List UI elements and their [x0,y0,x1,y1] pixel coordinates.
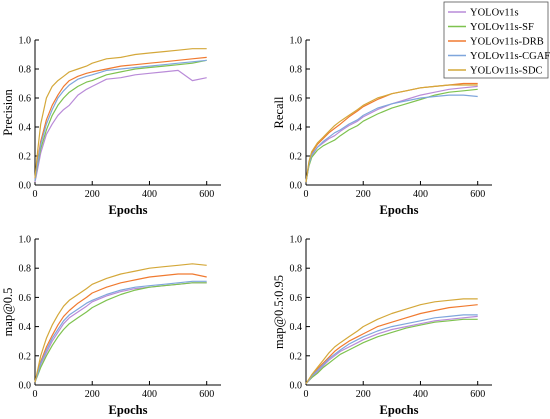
series-line-yolov11s-sf [34,282,207,383]
x-tick-label: 400 [142,389,157,400]
series-line-yolov11s-sf [305,88,478,183]
legend-label-yolov11s-cgaf: YOLOv11s-CGAF [470,51,550,62]
y-tick-label: 1.0 [19,235,32,246]
series-line-yolov11s-sdc [305,84,478,183]
series-line-yolov11s-sdc [34,48,207,178]
chart-panel-map-0-5-0-95: 0.0 0.2 0.4 0.6 0.8 1.0 0 200 400 600 Epochs map@0.… [272,235,492,417]
series-line-yolov11s-cgaf [34,59,207,181]
y-tick-label: 1.0 [290,235,303,246]
chart-panel-recall: 0.0 0.2 0.4 0.6 0.8 1.0 0 200 400 600 Epochs Recall [272,36,492,217]
y-tick-label: 0.6 [290,293,303,304]
y-axis-label: Precision [1,88,15,135]
x-axis-label: Epochs [380,403,419,417]
series-line-yolov11s-sf [305,318,478,384]
series-line-yolov11s-cgaf [305,314,478,384]
x-tick-label: 0 [304,189,309,200]
series-line-yolov11s-drb [305,304,478,384]
x-tick-label: 400 [413,389,428,400]
legend: YOLOv11s YOLOv11s-SF YOLOv11s-DRB YOLOv11s-… [443,1,550,79]
series-line-yolov11s [305,315,478,384]
series-line-yolov11s-drb [34,273,207,383]
y-tick-label: 0.0 [290,181,303,192]
series-line-yolov11s-drb [34,56,207,180]
y-tick-label: 0.4 [290,322,303,333]
x-axis-label: Epochs [109,203,148,217]
legend-label-yolov11s-sdc: YOLOv11s-SDC [470,66,543,77]
y-tick-label: 0.2 [19,152,32,163]
y-tick-label: 1.0 [290,36,303,47]
x-tick-label: 600 [199,389,214,400]
series-line-yolov11s-cgaf [305,94,478,183]
series-line-yolov11s-sdc [305,298,478,384]
y-tick-label: 0.6 [19,293,32,304]
y-tick-label: 0.4 [19,322,32,333]
y-tick-label: 1.0 [19,36,32,47]
x-tick-label: 0 [33,389,38,400]
series-line-yolov11s-cgaf [34,280,207,383]
y-axis-label: map@0.5 [1,288,15,337]
x-tick-label: 0 [33,189,38,200]
x-tick-label: 600 [470,189,485,200]
y-tick-label: 0.0 [19,381,32,392]
series-line-yolov11s [34,69,207,183]
series-line-yolov11s-sf [34,59,207,181]
y-tick-label: 0.0 [19,181,32,192]
y-tick-label: 0.2 [290,351,303,362]
y-tick-label: 0.6 [19,94,32,105]
x-tick-label: 200 [85,189,100,200]
x-tick-label: 200 [356,389,371,400]
x-tick-label: 200 [85,389,100,400]
y-tick-label: 0.8 [19,264,32,275]
y-axis-label: Recall [272,96,286,128]
x-tick-label: 600 [199,189,214,200]
x-tick-label: 200 [356,189,371,200]
y-tick-label: 0.4 [19,123,32,134]
x-tick-label: 0 [304,389,309,400]
y-tick-label: 0.4 [290,123,303,134]
x-tick-label: 400 [413,189,428,200]
chart-panel-precision: 0.0 0.2 0.4 0.6 0.8 1.0 0 200 400 600 Epochs Precis… [1,36,221,217]
x-tick-label: 400 [142,189,157,200]
x-axis-label: Epochs [380,203,419,217]
legend-label-yolov11s: YOLOv11s [470,8,519,19]
y-tick-label: 0.2 [19,351,32,362]
y-tick-label: 0.8 [290,65,303,76]
x-axis-label: Epochs [109,403,148,417]
legend-label-yolov11s-drb: YOLOv11s-DRB [470,37,544,48]
x-tick-label: 600 [470,389,485,400]
legend-label-yolov11s-sf: YOLOv11s-SF [470,22,534,33]
y-axis-label: map@0.5:0.95 [272,275,286,349]
y-tick-label: 0.8 [19,65,32,76]
chart-panel-map-0-5: 0.0 0.2 0.4 0.6 0.8 1.0 0 200 400 600 Epochs map@0.… [1,235,221,417]
series-line-yolov11s-sdc [34,263,207,383]
legend-box [443,1,549,79]
y-tick-label: 0.2 [290,152,303,163]
y-tick-label: 0.6 [290,94,303,105]
y-tick-label: 0.0 [290,381,303,392]
y-tick-label: 0.8 [290,264,303,275]
